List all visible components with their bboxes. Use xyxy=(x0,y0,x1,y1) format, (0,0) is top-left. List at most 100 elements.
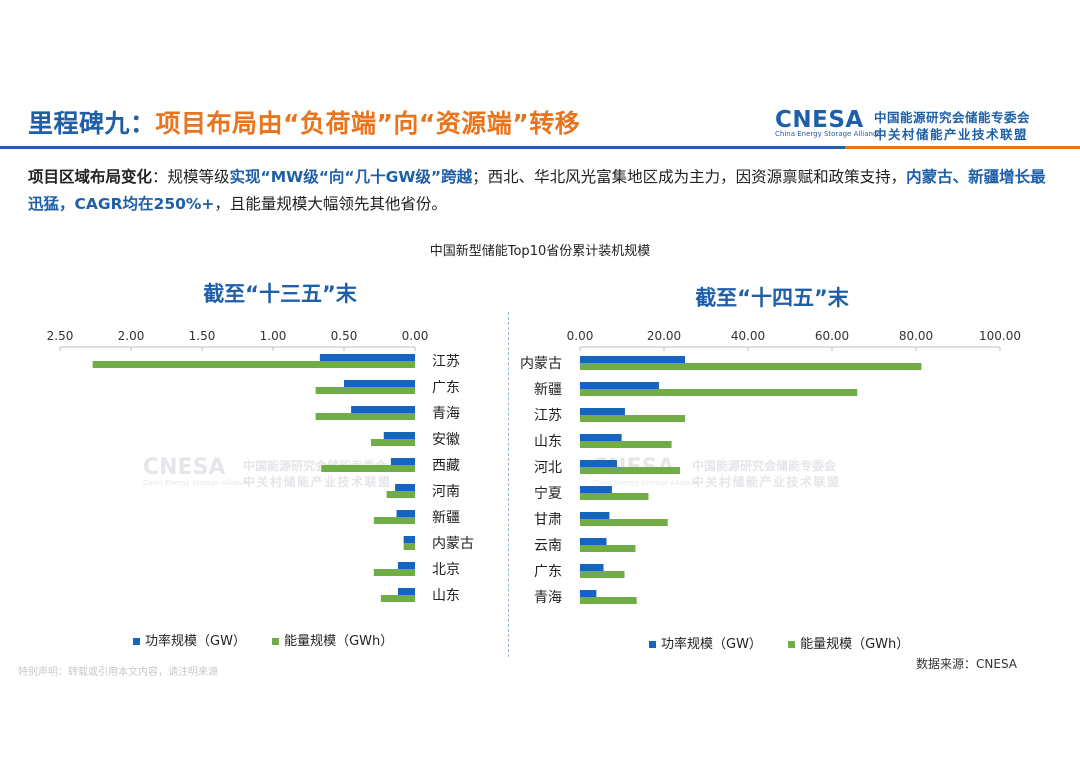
bar-energy xyxy=(370,439,415,446)
category-label: 西藏 xyxy=(432,458,460,474)
logo-mark: CNESA xyxy=(775,107,864,133)
title-main: 项目布局由“负荷端”向“资源端”转移 xyxy=(155,109,581,138)
bar-power xyxy=(351,406,415,413)
bar-power xyxy=(390,458,415,465)
legend-swatch-power xyxy=(649,641,656,648)
bar-energy xyxy=(580,493,649,500)
bar-energy xyxy=(373,517,415,524)
bar-energy xyxy=(580,597,637,604)
category-label: 江苏 xyxy=(534,408,562,424)
category-label: 广东 xyxy=(534,564,562,580)
bar-power xyxy=(580,512,610,519)
category-label: 河北 xyxy=(534,460,562,476)
bar-power xyxy=(344,380,415,387)
x-tick-label: 2.00 xyxy=(118,329,145,343)
disclaimer-note: 特别声明：转载或引用本文内容，请注明来源 xyxy=(18,667,218,678)
category-label: 山东 xyxy=(534,434,562,450)
logo-cn-line1: 中国能源研究会储能专委会 xyxy=(874,110,1031,125)
bar-energy xyxy=(380,595,415,602)
x-tick-label: 60.00 xyxy=(815,329,849,343)
category-label: 青海 xyxy=(432,406,460,422)
x-tick-label: 0.00 xyxy=(402,329,429,343)
category-label: 新疆 xyxy=(534,382,562,398)
x-tick-label: 0.00 xyxy=(567,329,594,343)
legend-swatch-energy xyxy=(788,641,796,648)
logo-subtitle: China Energy Storage Alliance xyxy=(775,130,882,138)
legend-label-power: 功率规模（GW） xyxy=(661,637,762,652)
left-bar-chart: 0.00 0.50 1.00 1.50 2.00 2.50 江苏广东青海安徽西藏河南新疆内蒙… xyxy=(47,329,474,604)
data-source: 数据来源：CNESA xyxy=(916,657,1017,671)
bar-power xyxy=(580,486,612,493)
category-label: 青海 xyxy=(534,590,562,606)
header-rule-orange xyxy=(845,146,1080,149)
bar-energy xyxy=(580,363,922,370)
watermark-left-mark: CNESA xyxy=(143,455,226,480)
watermark-right-sub: China Energy Storage Alliance xyxy=(592,479,699,487)
bar-power xyxy=(580,382,659,389)
legend-item-energy: 能量规模（GWh） xyxy=(788,637,909,652)
x-tick-label: 100.00 xyxy=(979,329,1021,343)
category-label: 内蒙古 xyxy=(432,536,474,552)
bar-power xyxy=(580,356,685,363)
legend-swatch-energy xyxy=(272,638,280,645)
bar-power xyxy=(580,460,617,467)
legend-label-energy: 能量规模（GWh） xyxy=(284,634,394,649)
bar-power xyxy=(396,510,415,517)
bar-energy xyxy=(92,361,415,368)
category-label: 北京 xyxy=(432,562,460,578)
left-panel-title: 截至“十三五”末 xyxy=(203,282,357,306)
bar-energy xyxy=(580,545,636,552)
x-tick-label: 2.50 xyxy=(47,329,74,343)
chart-title: 中国新型储能Top10省份累计装机规模 xyxy=(429,244,651,259)
summary-highlight2: 内蒙古、新疆增长最迅猛，CAGR均在250%+ xyxy=(28,168,1046,213)
bar-power xyxy=(580,564,604,571)
bar-energy xyxy=(580,415,685,422)
cnesa-logo: CNESA China Energy Storage Alliance 中国能源… xyxy=(775,107,1075,143)
bar-energy xyxy=(580,519,668,526)
category-label: 河南 xyxy=(432,484,460,500)
category-label: 山东 xyxy=(432,588,460,604)
watermark-right-cn2: 中关村储能产业技术联盟 xyxy=(692,475,841,489)
logo-cn-line2: 中关村储能产业技术联盟 xyxy=(874,127,1029,142)
category-label: 内蒙古 xyxy=(520,356,562,372)
bar-power xyxy=(580,434,622,441)
summary-lead: 项目区域布局变化 xyxy=(28,168,153,186)
page-title: 里程碑九：项目布局由“负荷端”向“资源端”转移 xyxy=(28,104,580,140)
bar-energy xyxy=(315,387,415,394)
x-tick-label: 1.50 xyxy=(189,329,216,343)
bar-energy xyxy=(321,465,415,472)
legend-item-energy: 能量规模（GWh） xyxy=(272,634,393,649)
bar-power xyxy=(395,484,415,491)
summary-text2: ；西北、华北风光富集地区成为主力，因资源禀赋和政策支持， xyxy=(472,168,907,186)
legend-item-power: 功率规模（GW） xyxy=(649,637,762,652)
category-label: 江苏 xyxy=(432,354,460,370)
legend-label-power: 功率规模（GW） xyxy=(145,634,246,649)
category-label: 安徽 xyxy=(432,432,460,448)
legend-item-power: 功率规模（GW） xyxy=(133,634,246,649)
bar-power xyxy=(580,538,607,545)
left-legend: 功率规模（GW） 能量规模（GWh） xyxy=(133,630,393,649)
panel-divider xyxy=(508,312,509,657)
watermark-left-sub: China Energy Storage Alliance xyxy=(143,479,250,487)
category-label: 甘肃 xyxy=(534,512,562,528)
bar-power xyxy=(403,536,415,543)
watermark-left-cn2: 中关村储能产业技术联盟 xyxy=(243,475,392,489)
summary-highlight1: 实现“MW级“向“几十GW级”跨越 xyxy=(229,168,473,186)
x-tick-label: 1.00 xyxy=(260,329,287,343)
bar-power xyxy=(383,432,415,439)
x-tick-label: 0.50 xyxy=(331,329,358,343)
right-panel-title: 截至“十四五”末 xyxy=(695,286,849,310)
x-tick-label: 80.00 xyxy=(899,329,933,343)
category-label: 广东 xyxy=(432,380,460,396)
legend-label-energy: 能量规模（GWh） xyxy=(800,637,910,652)
category-label: 宁夏 xyxy=(534,485,562,502)
summary-paragraph: 项目区域布局变化：规模等级实现“MW级“向“几十GW级”跨越；西北、华北风光富集… xyxy=(28,164,1058,218)
legend-swatch-power xyxy=(133,638,140,645)
category-label: 云南 xyxy=(534,538,562,554)
bar-energy xyxy=(580,467,680,474)
bar-power xyxy=(319,354,415,361)
bar-power xyxy=(397,562,415,569)
bar-energy xyxy=(386,491,415,498)
bar-energy xyxy=(315,413,415,420)
title-prefix: 里程碑九： xyxy=(28,109,156,138)
